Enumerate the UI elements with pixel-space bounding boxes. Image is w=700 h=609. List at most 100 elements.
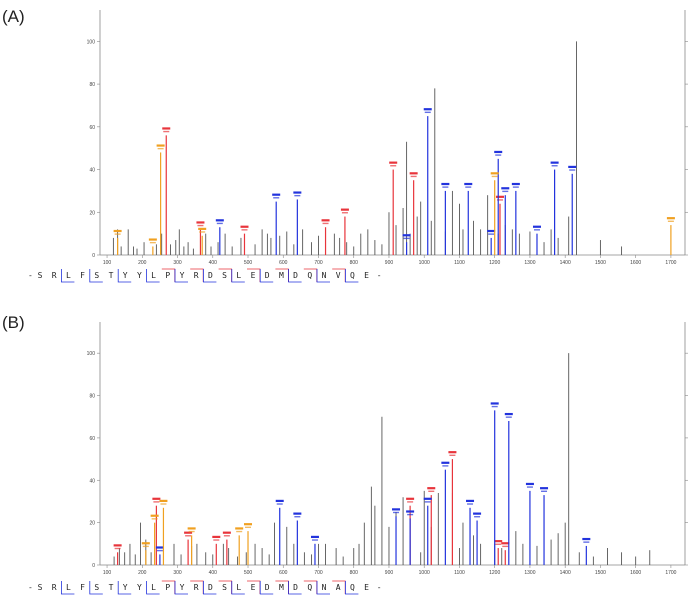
- peak-annotation-mark: [501, 542, 510, 545]
- peak-annotation-mark: [488, 233, 495, 235]
- sequence-residue: S: [38, 271, 43, 280]
- sequence-residue: M: [279, 583, 284, 592]
- peak-annotation-mark: [113, 229, 122, 233]
- b-ion-bracket: [203, 269, 217, 283]
- peak-annotation-mark: [276, 503, 283, 505]
- peak-annotation-mark: [424, 111, 431, 114]
- peak-annotation-mark: [583, 541, 590, 543]
- peak-annotation-mark: [427, 487, 436, 490]
- peak-annotation-mark: [241, 229, 248, 231]
- peak-annotation-mark: [245, 526, 252, 529]
- sequence-residue: S: [38, 583, 43, 592]
- peak-annotation-mark: [568, 165, 577, 169]
- sequence-terminus: -: [28, 271, 33, 280]
- sequence-residue: D: [265, 271, 270, 280]
- x-tick-label: 400: [209, 260, 218, 266]
- panel-b: (B) 0 20 40 60 80 100 100 200 300 400 500 600 700 800 9…: [2, 313, 688, 595]
- x-tick-label: 900: [385, 570, 394, 576]
- b-ion-bracket: [288, 581, 302, 595]
- sequence-residue: D: [265, 583, 270, 592]
- sequence-residue: D: [293, 271, 298, 280]
- peak-annotation-mark: [504, 412, 513, 416]
- x-tick-label: 300: [173, 260, 182, 266]
- b-ion-bracket: [316, 581, 330, 595]
- sequence-residue: R: [52, 271, 57, 280]
- x-tick-label: 1100: [454, 570, 465, 576]
- x-tick-label: 1000: [419, 260, 430, 266]
- peak-annotation-mark: [235, 527, 244, 530]
- sequence-residue: R: [52, 583, 57, 592]
- x-tick-label: 1000: [419, 570, 430, 576]
- panel-label: (A): [2, 7, 25, 26]
- peak-annotation-mark: [441, 182, 450, 186]
- sequence-residue: L: [66, 271, 71, 280]
- b-ion-bracket: [316, 269, 330, 283]
- peak-annotation-mark: [142, 545, 149, 548]
- x-tick-label: 1200: [489, 570, 500, 576]
- peak-annotation-mark: [491, 405, 498, 408]
- peak-annotation-mark: [155, 546, 164, 549]
- x-tick-label: 100: [103, 260, 112, 266]
- peak-annotation-mark: [293, 191, 302, 194]
- x-tick-label: 200: [138, 570, 147, 576]
- y-tick-label: 40: [89, 168, 95, 174]
- peak-annotation-mark: [410, 175, 417, 178]
- peak-annotation-mark: [244, 523, 253, 526]
- x-tick-label: 700: [314, 570, 323, 576]
- sequence-residue: D: [208, 271, 213, 280]
- sequence-residue: P: [165, 583, 170, 592]
- peak-annotation-mark: [294, 516, 301, 518]
- peak-annotation-mark: [196, 221, 205, 224]
- peak-annotation-mark: [272, 193, 281, 196]
- peak-annotation-mark: [141, 542, 150, 545]
- sequence-residue: R: [194, 271, 199, 280]
- peak-annotation-mark: [215, 219, 224, 222]
- x-tick-label: 1400: [560, 570, 571, 576]
- b-ion-bracket: [231, 269, 245, 283]
- peak-annotation-mark: [236, 530, 243, 533]
- peak-annotation-mark: [494, 540, 503, 543]
- peak-annotation-mark: [341, 212, 348, 214]
- peak-annotation-mark: [502, 545, 509, 548]
- peak-annotation-mark: [406, 510, 415, 513]
- x-tick-label: 1500: [595, 570, 606, 576]
- y-tick-label: 40: [89, 478, 95, 484]
- b-ion-bracket: [203, 581, 217, 595]
- b-ion-bracket: [146, 581, 160, 595]
- sequence-residue: E: [364, 583, 369, 592]
- sequence-residue: L: [151, 271, 156, 280]
- peak-annotation-mark: [216, 222, 223, 225]
- sequence-terminus: -: [377, 271, 382, 280]
- y-tick-label: 80: [89, 394, 95, 400]
- peak-annotation-mark: [442, 465, 449, 467]
- x-tick-label: 900: [385, 260, 394, 266]
- peak-annotation-mark: [487, 229, 496, 233]
- b-ion-bracket: [89, 581, 103, 595]
- peak-annotation-mark: [540, 487, 549, 490]
- b-ion-bracket: [61, 269, 75, 283]
- sequence-residue: L: [236, 271, 241, 280]
- peak-annotation-mark: [149, 241, 156, 244]
- x-tick-label: 400: [209, 570, 218, 576]
- peak-annotation-mark: [465, 186, 472, 188]
- peak-annotation-mark: [402, 234, 411, 237]
- peak-annotation-mark: [502, 190, 509, 193]
- peak-annotation-mark: [495, 195, 504, 198]
- sequence-residue: N: [322, 583, 327, 592]
- peak-annotation-mark: [114, 547, 121, 550]
- b-ion-bracket: [231, 581, 245, 595]
- peak-annotation-mark: [466, 499, 475, 503]
- peak-annotation-mark: [441, 461, 450, 464]
- x-tick-label: 800: [350, 570, 359, 576]
- peak-annotation-mark: [423, 497, 432, 500]
- sequence-residue: Q: [307, 583, 312, 592]
- peak-annotation-mark: [321, 219, 330, 222]
- peak-annotation-mark: [160, 503, 167, 505]
- x-tick-label: 1300: [524, 260, 535, 266]
- peak-annotation-mark: [490, 172, 499, 175]
- sequence-residue: E: [251, 271, 256, 280]
- x-tick-label: 1700: [665, 570, 676, 576]
- b-ion-bracket: [259, 269, 274, 283]
- sequence-residue: T: [109, 583, 114, 592]
- sequence-terminus: -: [377, 583, 382, 592]
